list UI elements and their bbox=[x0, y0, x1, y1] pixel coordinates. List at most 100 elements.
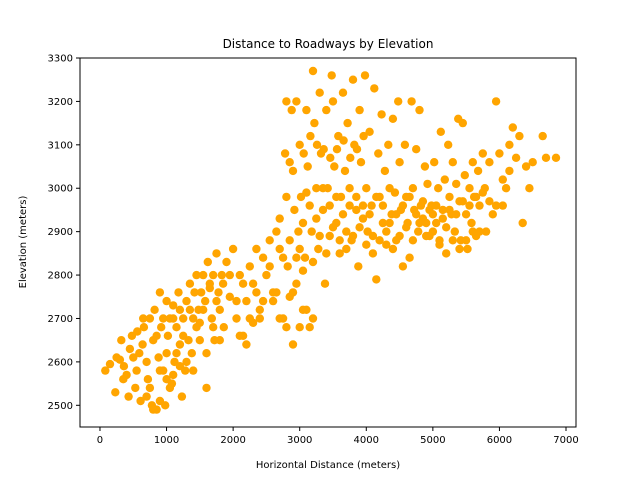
data-point bbox=[442, 249, 451, 258]
data-point bbox=[422, 231, 431, 241]
data-point bbox=[159, 314, 168, 323]
data-point bbox=[258, 296, 268, 306]
data-point bbox=[131, 383, 140, 393]
data-point bbox=[262, 270, 271, 280]
data-point bbox=[278, 253, 288, 262]
x-tick-label: 7000 bbox=[553, 435, 578, 446]
data-point bbox=[465, 201, 474, 210]
data-point bbox=[315, 231, 324, 241]
data-point bbox=[292, 253, 301, 262]
data-point bbox=[414, 227, 423, 236]
data-point bbox=[320, 279, 330, 288]
data-point bbox=[355, 105, 364, 115]
data-point bbox=[501, 184, 511, 193]
data-point bbox=[298, 266, 308, 275]
data-point bbox=[465, 184, 474, 193]
data-point bbox=[444, 140, 453, 149]
data-point bbox=[372, 275, 381, 284]
data-point bbox=[282, 323, 291, 332]
data-point bbox=[358, 201, 368, 210]
data-point bbox=[212, 296, 221, 306]
data-point bbox=[111, 388, 120, 397]
data-point bbox=[192, 323, 201, 332]
data-point bbox=[394, 97, 403, 106]
data-point bbox=[343, 118, 352, 128]
data-point bbox=[405, 253, 414, 262]
data-point bbox=[471, 192, 481, 202]
data-point bbox=[345, 201, 354, 210]
data-point bbox=[117, 336, 126, 345]
data-point bbox=[495, 149, 504, 158]
data-point bbox=[165, 383, 175, 393]
data-point bbox=[355, 223, 364, 232]
data-point bbox=[248, 318, 258, 327]
data-point bbox=[138, 340, 147, 349]
data-point bbox=[192, 270, 201, 280]
data-point bbox=[302, 305, 311, 314]
y-tick-label: 3100 bbox=[48, 140, 73, 151]
data-point bbox=[491, 201, 501, 210]
data-point bbox=[105, 359, 115, 369]
data-point bbox=[442, 223, 451, 232]
data-point bbox=[328, 223, 338, 232]
data-point bbox=[308, 257, 318, 267]
data-point bbox=[157, 323, 166, 332]
data-point bbox=[405, 192, 414, 202]
data-point bbox=[112, 353, 121, 362]
data-point bbox=[288, 166, 298, 176]
data-point bbox=[135, 349, 144, 358]
data-point bbox=[432, 201, 441, 210]
data-point bbox=[287, 105, 296, 115]
data-point bbox=[202, 383, 211, 393]
data-point bbox=[199, 305, 208, 314]
data-point bbox=[119, 375, 128, 384]
data-point bbox=[461, 210, 471, 219]
data-point bbox=[325, 201, 334, 210]
data-point bbox=[219, 323, 228, 332]
data-point bbox=[242, 340, 251, 349]
data-point bbox=[342, 227, 351, 236]
data-point bbox=[359, 131, 368, 141]
data-point bbox=[175, 305, 185, 314]
data-point bbox=[203, 257, 212, 267]
data-point bbox=[468, 227, 477, 236]
data-point bbox=[285, 158, 294, 167]
data-point bbox=[179, 331, 188, 340]
data-point bbox=[538, 131, 547, 141]
x-tick-label: 4000 bbox=[354, 435, 379, 446]
data-point bbox=[388, 114, 398, 124]
data-point bbox=[295, 323, 304, 332]
data-point bbox=[142, 392, 151, 401]
data-point bbox=[275, 244, 284, 254]
data-point bbox=[189, 366, 198, 375]
y-tick-label: 2800 bbox=[48, 271, 73, 282]
data-point bbox=[169, 370, 178, 380]
data-point bbox=[478, 149, 487, 158]
data-point bbox=[298, 218, 308, 228]
data-point bbox=[342, 244, 351, 254]
data-point bbox=[217, 270, 226, 280]
data-point bbox=[149, 405, 158, 414]
data-point bbox=[402, 223, 411, 232]
data-point bbox=[515, 131, 524, 141]
data-point bbox=[312, 184, 321, 193]
data-point bbox=[445, 192, 454, 202]
data-point bbox=[232, 296, 241, 306]
data-point bbox=[352, 192, 361, 202]
data-point bbox=[282, 97, 291, 106]
data-point bbox=[119, 362, 129, 371]
data-point bbox=[162, 375, 171, 384]
data-point bbox=[150, 305, 159, 314]
data-point bbox=[212, 249, 221, 258]
x-axis-label: Horizontal Distance (meters) bbox=[256, 460, 400, 471]
data-point bbox=[190, 288, 199, 297]
data-point bbox=[242, 296, 251, 306]
data-point bbox=[423, 179, 432, 189]
data-point bbox=[392, 210, 401, 219]
data-point bbox=[245, 262, 254, 271]
data-point bbox=[139, 314, 148, 323]
data-point bbox=[318, 205, 328, 215]
data-point bbox=[352, 205, 361, 215]
data-point bbox=[305, 323, 314, 332]
data-point bbox=[322, 105, 331, 115]
